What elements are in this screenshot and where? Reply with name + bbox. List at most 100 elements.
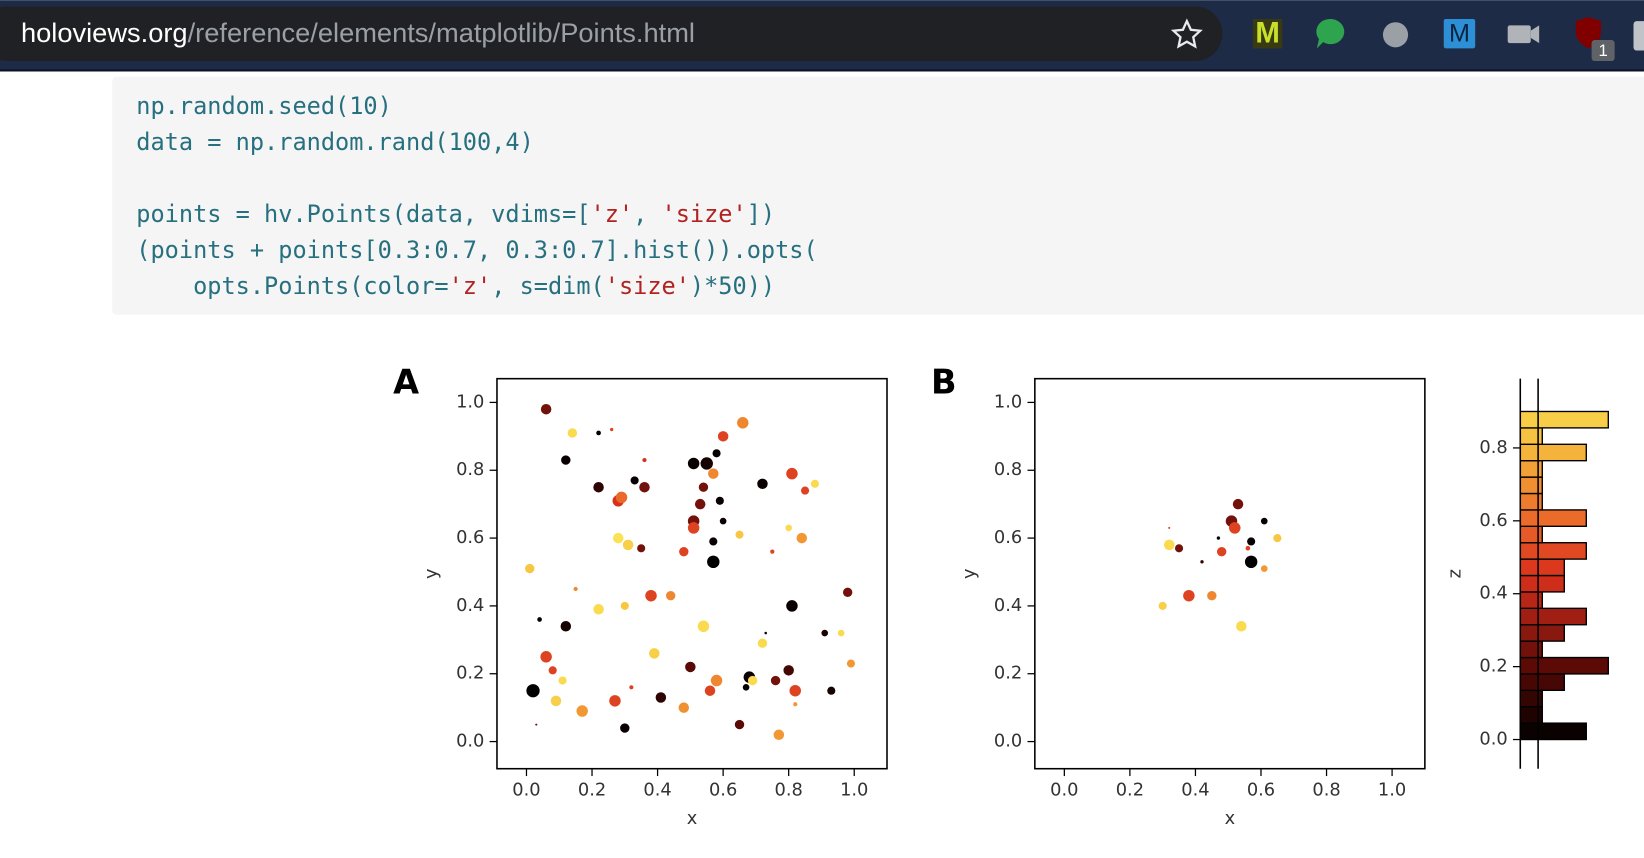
y-tick-label: 0.2 xyxy=(994,663,1022,684)
bar xyxy=(1519,427,1543,445)
point xyxy=(1200,560,1204,564)
point xyxy=(573,586,578,592)
point xyxy=(694,498,706,510)
point xyxy=(827,686,836,695)
point xyxy=(712,449,721,458)
point xyxy=(1158,601,1167,610)
point xyxy=(785,524,792,532)
point xyxy=(593,604,604,615)
bar xyxy=(1519,460,1543,478)
x-tick-label: 1.0 xyxy=(1378,780,1406,801)
bar xyxy=(1519,525,1543,544)
bar xyxy=(1519,689,1543,708)
point xyxy=(783,665,794,676)
point xyxy=(613,532,624,544)
point xyxy=(734,719,745,730)
code-token: ]) xyxy=(747,200,775,228)
bookmark-star[interactable] xyxy=(1170,18,1203,49)
bar xyxy=(1519,492,1543,511)
histogram: 0.0 0.2 0.4 0.6 0.8 z xyxy=(1444,378,1609,769)
url-host: holoviews.org xyxy=(21,17,188,48)
point xyxy=(708,468,719,479)
point xyxy=(735,530,744,539)
y-tick-label: 0.8 xyxy=(1479,437,1507,458)
y-tick-label: 0.8 xyxy=(994,459,1022,480)
bar xyxy=(1519,722,1587,741)
x-tick-label: 0.6 xyxy=(1247,780,1275,801)
bar xyxy=(1519,607,1587,626)
point xyxy=(757,478,768,490)
x-tick-label: 0.6 xyxy=(709,780,737,801)
point xyxy=(678,702,690,713)
point xyxy=(576,705,588,717)
point xyxy=(709,537,718,546)
bar xyxy=(1519,656,1609,675)
point xyxy=(1163,539,1175,551)
code-token: opts.Points(color= xyxy=(136,271,448,299)
point xyxy=(1245,545,1251,551)
point xyxy=(770,549,775,554)
code-line: points = hv.Points(data, vdims=['z', 'si… xyxy=(136,200,775,228)
x-tick-label: 0.4 xyxy=(1181,780,1209,801)
bar xyxy=(1519,591,1543,609)
x-axis-label: x xyxy=(687,808,698,829)
code-token: 'z' xyxy=(591,200,634,228)
point xyxy=(1236,621,1247,632)
bar xyxy=(1519,410,1609,429)
bar xyxy=(1519,443,1587,462)
code-block: np.random.seed(10) data = np.random.rand(… xyxy=(136,92,817,300)
point xyxy=(687,522,700,534)
extension-icon[interactable] xyxy=(1507,25,1531,44)
bar xyxy=(1519,574,1565,593)
plot-frame xyxy=(496,377,888,770)
code-cell xyxy=(112,76,1644,315)
url-path: /reference/elements/matplotlib/Points.ht… xyxy=(188,17,695,48)
extension-icon[interactable] xyxy=(1316,18,1345,49)
point xyxy=(1207,591,1217,601)
panel-label: B xyxy=(931,362,957,401)
bar xyxy=(1519,624,1565,642)
point xyxy=(773,729,785,741)
point xyxy=(810,479,819,488)
y-tick-label: 0.6 xyxy=(456,527,484,548)
extension-label: M xyxy=(1255,17,1279,50)
y-tick-label: 0.6 xyxy=(994,527,1022,548)
point xyxy=(630,476,639,485)
point xyxy=(710,674,723,687)
extension-icon[interactable] xyxy=(1633,21,1644,51)
point xyxy=(793,702,798,707)
bar xyxy=(1519,558,1565,577)
point xyxy=(842,587,853,598)
y-tick-label: 0.8 xyxy=(456,459,484,480)
point xyxy=(637,544,646,553)
point xyxy=(1232,498,1244,510)
bar xyxy=(1519,673,1565,692)
address-bar[interactable] xyxy=(0,6,1223,61)
code-token: , s=dim( xyxy=(491,271,605,299)
point xyxy=(719,517,727,525)
y-tick-label: 0.0 xyxy=(994,731,1022,752)
x-tick-label: 1.0 xyxy=(840,780,868,801)
bar xyxy=(1519,706,1543,724)
extension-icon[interactable] xyxy=(1382,22,1409,48)
extension-label: M xyxy=(1449,19,1470,47)
code-token: )*50)) xyxy=(690,271,775,299)
plot-frame xyxy=(1034,377,1426,770)
extension-icon[interactable] xyxy=(1443,19,1476,49)
code-token: np.random.seed(10) xyxy=(136,92,392,120)
point xyxy=(786,600,798,612)
panel-label: A xyxy=(393,362,419,401)
point xyxy=(1247,537,1256,546)
point xyxy=(698,482,709,492)
code-token: , xyxy=(633,200,661,228)
point xyxy=(757,638,768,648)
point xyxy=(764,631,768,635)
point xyxy=(1244,555,1258,569)
extension-icon[interactable] xyxy=(1252,19,1283,49)
bar xyxy=(1519,542,1587,560)
code-line: (points + points[0.3:0.7, 0.3:0.7].hist(… xyxy=(136,235,817,263)
point xyxy=(540,651,552,663)
point xyxy=(717,431,729,442)
